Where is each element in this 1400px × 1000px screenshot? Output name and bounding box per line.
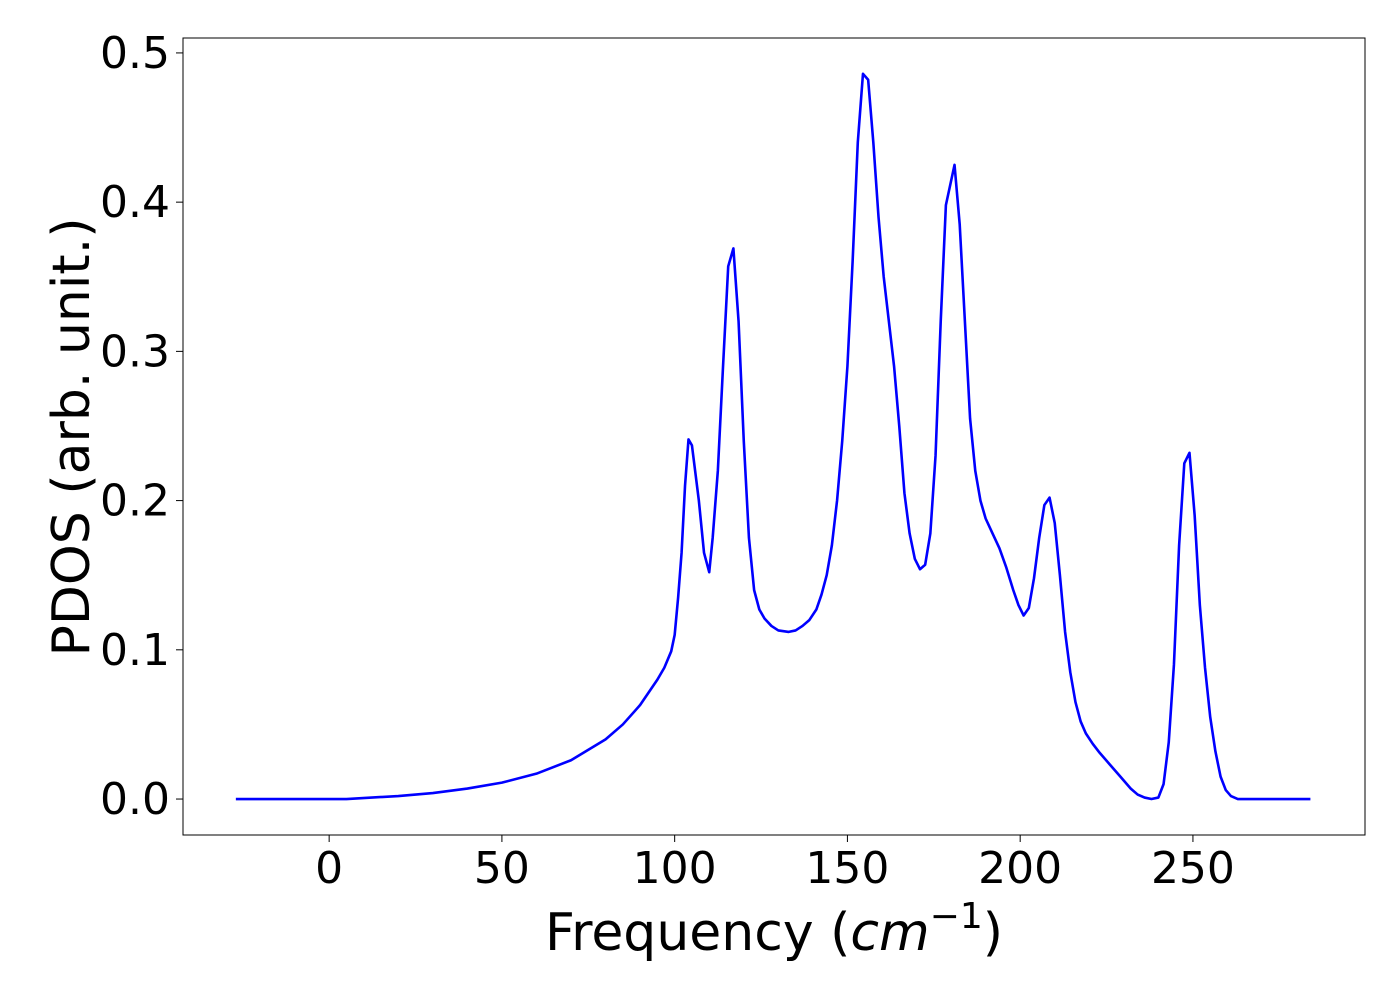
x-tick-label: 0 xyxy=(315,843,343,894)
x-tick-label: 200 xyxy=(978,843,1062,894)
x-label-math: cm xyxy=(850,903,929,963)
data-line xyxy=(235,72,1311,801)
x-label-text: Frequency ( xyxy=(545,903,850,963)
y-tick-label: 0.2 xyxy=(100,476,170,527)
y-tick-label: 0.4 xyxy=(100,177,170,228)
y-axis-label: PDOS (arb. unit.) xyxy=(42,217,102,656)
x-tick-label: 250 xyxy=(1151,843,1235,894)
x-label-text: ) xyxy=(983,903,1003,963)
y-tick-label: 0.1 xyxy=(100,625,170,676)
x-tick-label: 100 xyxy=(633,843,717,894)
x-axis-label: Frequency (cm−1) xyxy=(545,896,1003,963)
plot-frame xyxy=(182,37,1366,836)
x-tick-label: 50 xyxy=(474,843,530,894)
x-tick-label: 150 xyxy=(805,843,889,894)
y-tick-label: 0.3 xyxy=(100,326,170,377)
y-tick-label: 0.0 xyxy=(100,774,170,825)
x-label-superscript: −1 xyxy=(930,896,983,937)
y-tick-label: 0.5 xyxy=(100,28,170,79)
